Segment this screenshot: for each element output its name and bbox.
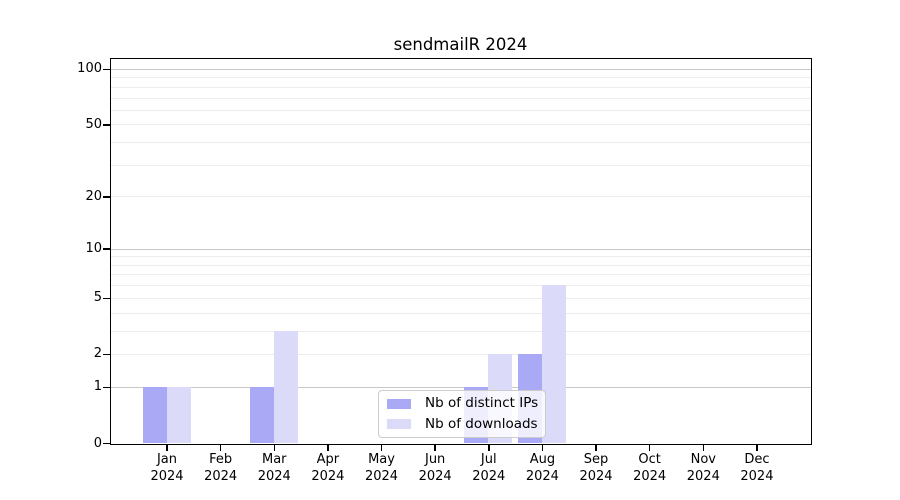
y-tick-label: 20 <box>85 188 102 204</box>
x-tick-label: Mar 2024 <box>257 452 291 484</box>
x-tick-mark <box>219 445 222 451</box>
y-tick-mark <box>103 68 110 71</box>
x-tick-label: Oct 2024 <box>633 452 667 484</box>
y-tick-label: 10 <box>85 241 102 257</box>
legend-item-downloads: Nb of downloads <box>379 415 545 432</box>
y-tick-mark <box>103 386 110 389</box>
minor-gridline <box>111 330 811 332</box>
x-tick-label: Jun 2024 <box>418 452 452 484</box>
bar-downloads-jan <box>166 386 191 443</box>
y-tick-mark <box>103 442 110 445</box>
x-tick-label: Jan 2024 <box>150 452 184 484</box>
y-tick-label: 2 <box>93 346 102 362</box>
legend: Nb of distinct IPs Nb of downloads <box>378 390 546 438</box>
x-tick-mark <box>166 445 168 451</box>
legend-swatch-distinct-ips-icon <box>387 398 411 409</box>
y-tick-label: 1 <box>93 379 102 395</box>
minor-gridline <box>111 86 811 88</box>
x-tick-mark <box>595 445 597 451</box>
x-tick-label: Jul 2024 <box>472 452 506 484</box>
x-tick-label: Nov 2024 <box>686 452 720 484</box>
minor-gridline <box>111 77 811 79</box>
x-tick-mark <box>702 445 705 451</box>
legend-label-distinct-ips: Nb of distinct IPs <box>425 395 539 412</box>
y-tick-label: 5 <box>93 290 102 306</box>
minor-gridline <box>111 124 811 126</box>
minor-gridline <box>111 97 811 99</box>
y-tick-label: 0 <box>93 435 102 451</box>
minor-gridline <box>111 353 811 355</box>
legend-item-distinct-ips: Nb of distinct IPs <box>379 396 545 411</box>
legend-swatch-downloads-icon <box>387 419 411 430</box>
x-tick-mark <box>380 445 383 451</box>
minor-gridline <box>111 164 811 166</box>
x-tick-mark <box>488 445 490 451</box>
x-tick-label: Aug 2024 <box>525 452 559 484</box>
x-tick-label: Dec 2024 <box>740 452 774 484</box>
x-tick-mark <box>756 445 758 451</box>
x-tick-mark <box>541 445 544 451</box>
x-tick-mark <box>434 445 436 451</box>
major-gridline <box>111 386 811 388</box>
x-tick-mark <box>648 445 651 451</box>
bar-distinct-ips-jan <box>142 386 167 443</box>
minor-gridline <box>111 297 811 299</box>
x-tick-label: Apr 2024 <box>311 452 345 484</box>
minor-gridline <box>111 196 811 198</box>
gridlines-layer <box>111 59 811 444</box>
y-tick-mark <box>103 124 110 126</box>
bar-downloads-mar <box>273 330 298 443</box>
legend-label-downloads: Nb of downloads <box>425 415 538 432</box>
minor-gridline <box>111 312 811 314</box>
y-tick-mark <box>103 196 110 198</box>
minor-gridline <box>111 285 811 287</box>
y-tick-mark <box>103 248 110 250</box>
minor-gridline <box>111 256 811 258</box>
x-tick-mark <box>327 445 329 451</box>
y-tick-label: 100 <box>77 61 102 77</box>
y-tick-label: 50 <box>85 116 102 132</box>
minor-gridline <box>111 109 811 111</box>
minor-gridline <box>111 274 811 276</box>
x-tick-label: Feb 2024 <box>204 452 238 484</box>
major-gridline <box>111 68 811 70</box>
minor-gridline <box>111 264 811 266</box>
chart-title: sendmailR 2024 <box>393 35 528 54</box>
bar-distinct-ips-mar <box>249 386 274 443</box>
major-gridline <box>111 248 811 250</box>
minor-gridline <box>111 142 811 144</box>
x-tick-label: Sep 2024 <box>579 452 613 484</box>
x-tick-mark <box>273 445 275 451</box>
y-tick-mark <box>103 353 110 356</box>
x-tick-label: May 2024 <box>364 452 399 484</box>
y-tick-mark <box>103 297 110 300</box>
